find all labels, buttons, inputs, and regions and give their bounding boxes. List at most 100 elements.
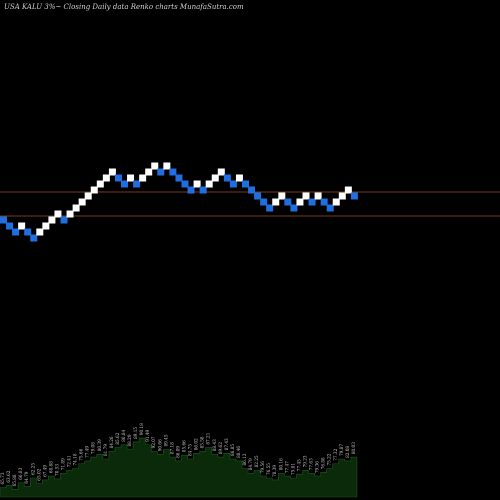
value-label: 77.47 <box>284 461 289 473</box>
value-label: 79.87 <box>339 444 344 456</box>
renko-brick <box>175 174 183 182</box>
renko-brick <box>199 186 207 194</box>
value-label: 77.45 <box>296 459 301 471</box>
renko-brick <box>139 174 147 182</box>
renko-brick <box>133 180 141 188</box>
value-label: 75.66 <box>79 448 84 460</box>
renko-brick <box>6 222 14 230</box>
renko-brick <box>284 198 292 206</box>
renko-brick <box>145 168 153 176</box>
renko-brick <box>254 192 262 200</box>
volume-area <box>0 437 358 498</box>
value-label: 87.43 <box>224 438 229 450</box>
value-label: 64.79 <box>24 471 29 483</box>
value-label: 80.39 <box>97 439 102 451</box>
renko-brick <box>296 198 304 206</box>
value-label: 88.46 <box>236 446 241 458</box>
value-label: 77.63 <box>309 458 314 470</box>
renko-brick <box>36 228 44 236</box>
renko-brick <box>151 162 159 170</box>
value-label: 82.08 <box>345 446 350 458</box>
value-label: 84.26 <box>109 436 114 448</box>
renko-brick <box>187 186 195 194</box>
value-label: 76.55 <box>266 463 271 475</box>
renko-brick <box>12 228 20 236</box>
renko-brick <box>314 192 322 200</box>
value-label: 90.18 <box>139 423 144 435</box>
volume-series <box>0 437 358 498</box>
renko-brick <box>157 168 165 176</box>
chart-title: USA KALU 3%~ Closing Daily data Renko ch… <box>4 3 244 11</box>
value-label: 65.02 <box>36 468 41 480</box>
value-label: 84.79 <box>248 458 253 470</box>
renko-brick <box>223 174 231 182</box>
value-label: 79.23 <box>303 455 308 467</box>
renko-brick <box>242 180 249 188</box>
value-label: 80.16 <box>278 458 283 470</box>
renko-brick <box>114 174 122 182</box>
renko-brick <box>84 192 92 200</box>
renko-brick <box>0 216 7 224</box>
value-label: 89.15 <box>133 427 138 439</box>
renko-brick <box>181 180 189 188</box>
value-label: 88.43 <box>212 439 217 451</box>
renko-brick <box>90 186 98 194</box>
renko-brick <box>229 180 237 188</box>
renko-brick <box>338 192 346 200</box>
renko-bricks <box>0 162 358 242</box>
renko-brick <box>48 216 56 224</box>
renko-brick <box>272 198 280 206</box>
renko-brick <box>211 174 219 182</box>
renko-brick <box>205 180 213 188</box>
value-label: 70.53 <box>54 464 59 476</box>
value-label: 79.56 <box>260 461 265 473</box>
value-label: 71.89 <box>61 458 66 470</box>
value-label: 84.75 <box>188 444 193 456</box>
renko-brick <box>332 198 340 206</box>
value-label: 86.85 <box>230 444 235 456</box>
value-label: 77.32 <box>333 448 338 460</box>
value-label: 91.49 <box>145 429 150 441</box>
value-label: 65.88 <box>12 474 17 486</box>
value-label: 86.09 <box>175 446 180 458</box>
value-label: 66.83 <box>18 467 23 479</box>
renko-brick <box>217 168 225 176</box>
value-label: 81.79 <box>103 444 108 456</box>
value-label: 86.12 <box>242 453 247 465</box>
renko-brick <box>320 198 328 206</box>
reference-lines <box>0 191 500 217</box>
value-label: 85.66 <box>182 440 187 452</box>
renko-brick <box>326 204 334 212</box>
value-label: 76.88 <box>321 457 326 469</box>
value-label: 65.73 <box>0 472 5 484</box>
renko-brick <box>78 198 86 206</box>
value-label: 85.62 <box>115 432 120 444</box>
value-label: 90.66 <box>157 439 162 451</box>
value-label: 86.84 <box>121 429 126 441</box>
renko-brick <box>278 192 286 200</box>
value-label: 80.03 <box>351 442 356 454</box>
renko-brick <box>30 234 38 242</box>
value-label: 78.39 <box>272 465 277 477</box>
renko-brick <box>42 222 50 230</box>
value-label: 68.88 <box>48 461 53 473</box>
value-label: 72.41 <box>67 455 72 467</box>
renko-brick <box>193 180 201 188</box>
value-label: 89.45 <box>163 434 168 446</box>
renko-brick <box>350 192 358 200</box>
value-label: 92.07 <box>151 436 156 448</box>
renko-brick <box>60 216 68 224</box>
value-label: 82.25 <box>254 455 259 467</box>
renko-brick <box>290 204 298 212</box>
renko-brick <box>96 180 104 188</box>
value-label: 86.02 <box>194 438 199 450</box>
renko-brick <box>121 180 128 188</box>
value-label: 74.18 <box>73 453 78 465</box>
renko-brick <box>302 192 310 200</box>
renko-brick <box>108 168 116 176</box>
renko-brick <box>248 186 256 194</box>
value-label: 62.25 <box>30 463 35 475</box>
value-label: 75.22 <box>327 453 332 465</box>
